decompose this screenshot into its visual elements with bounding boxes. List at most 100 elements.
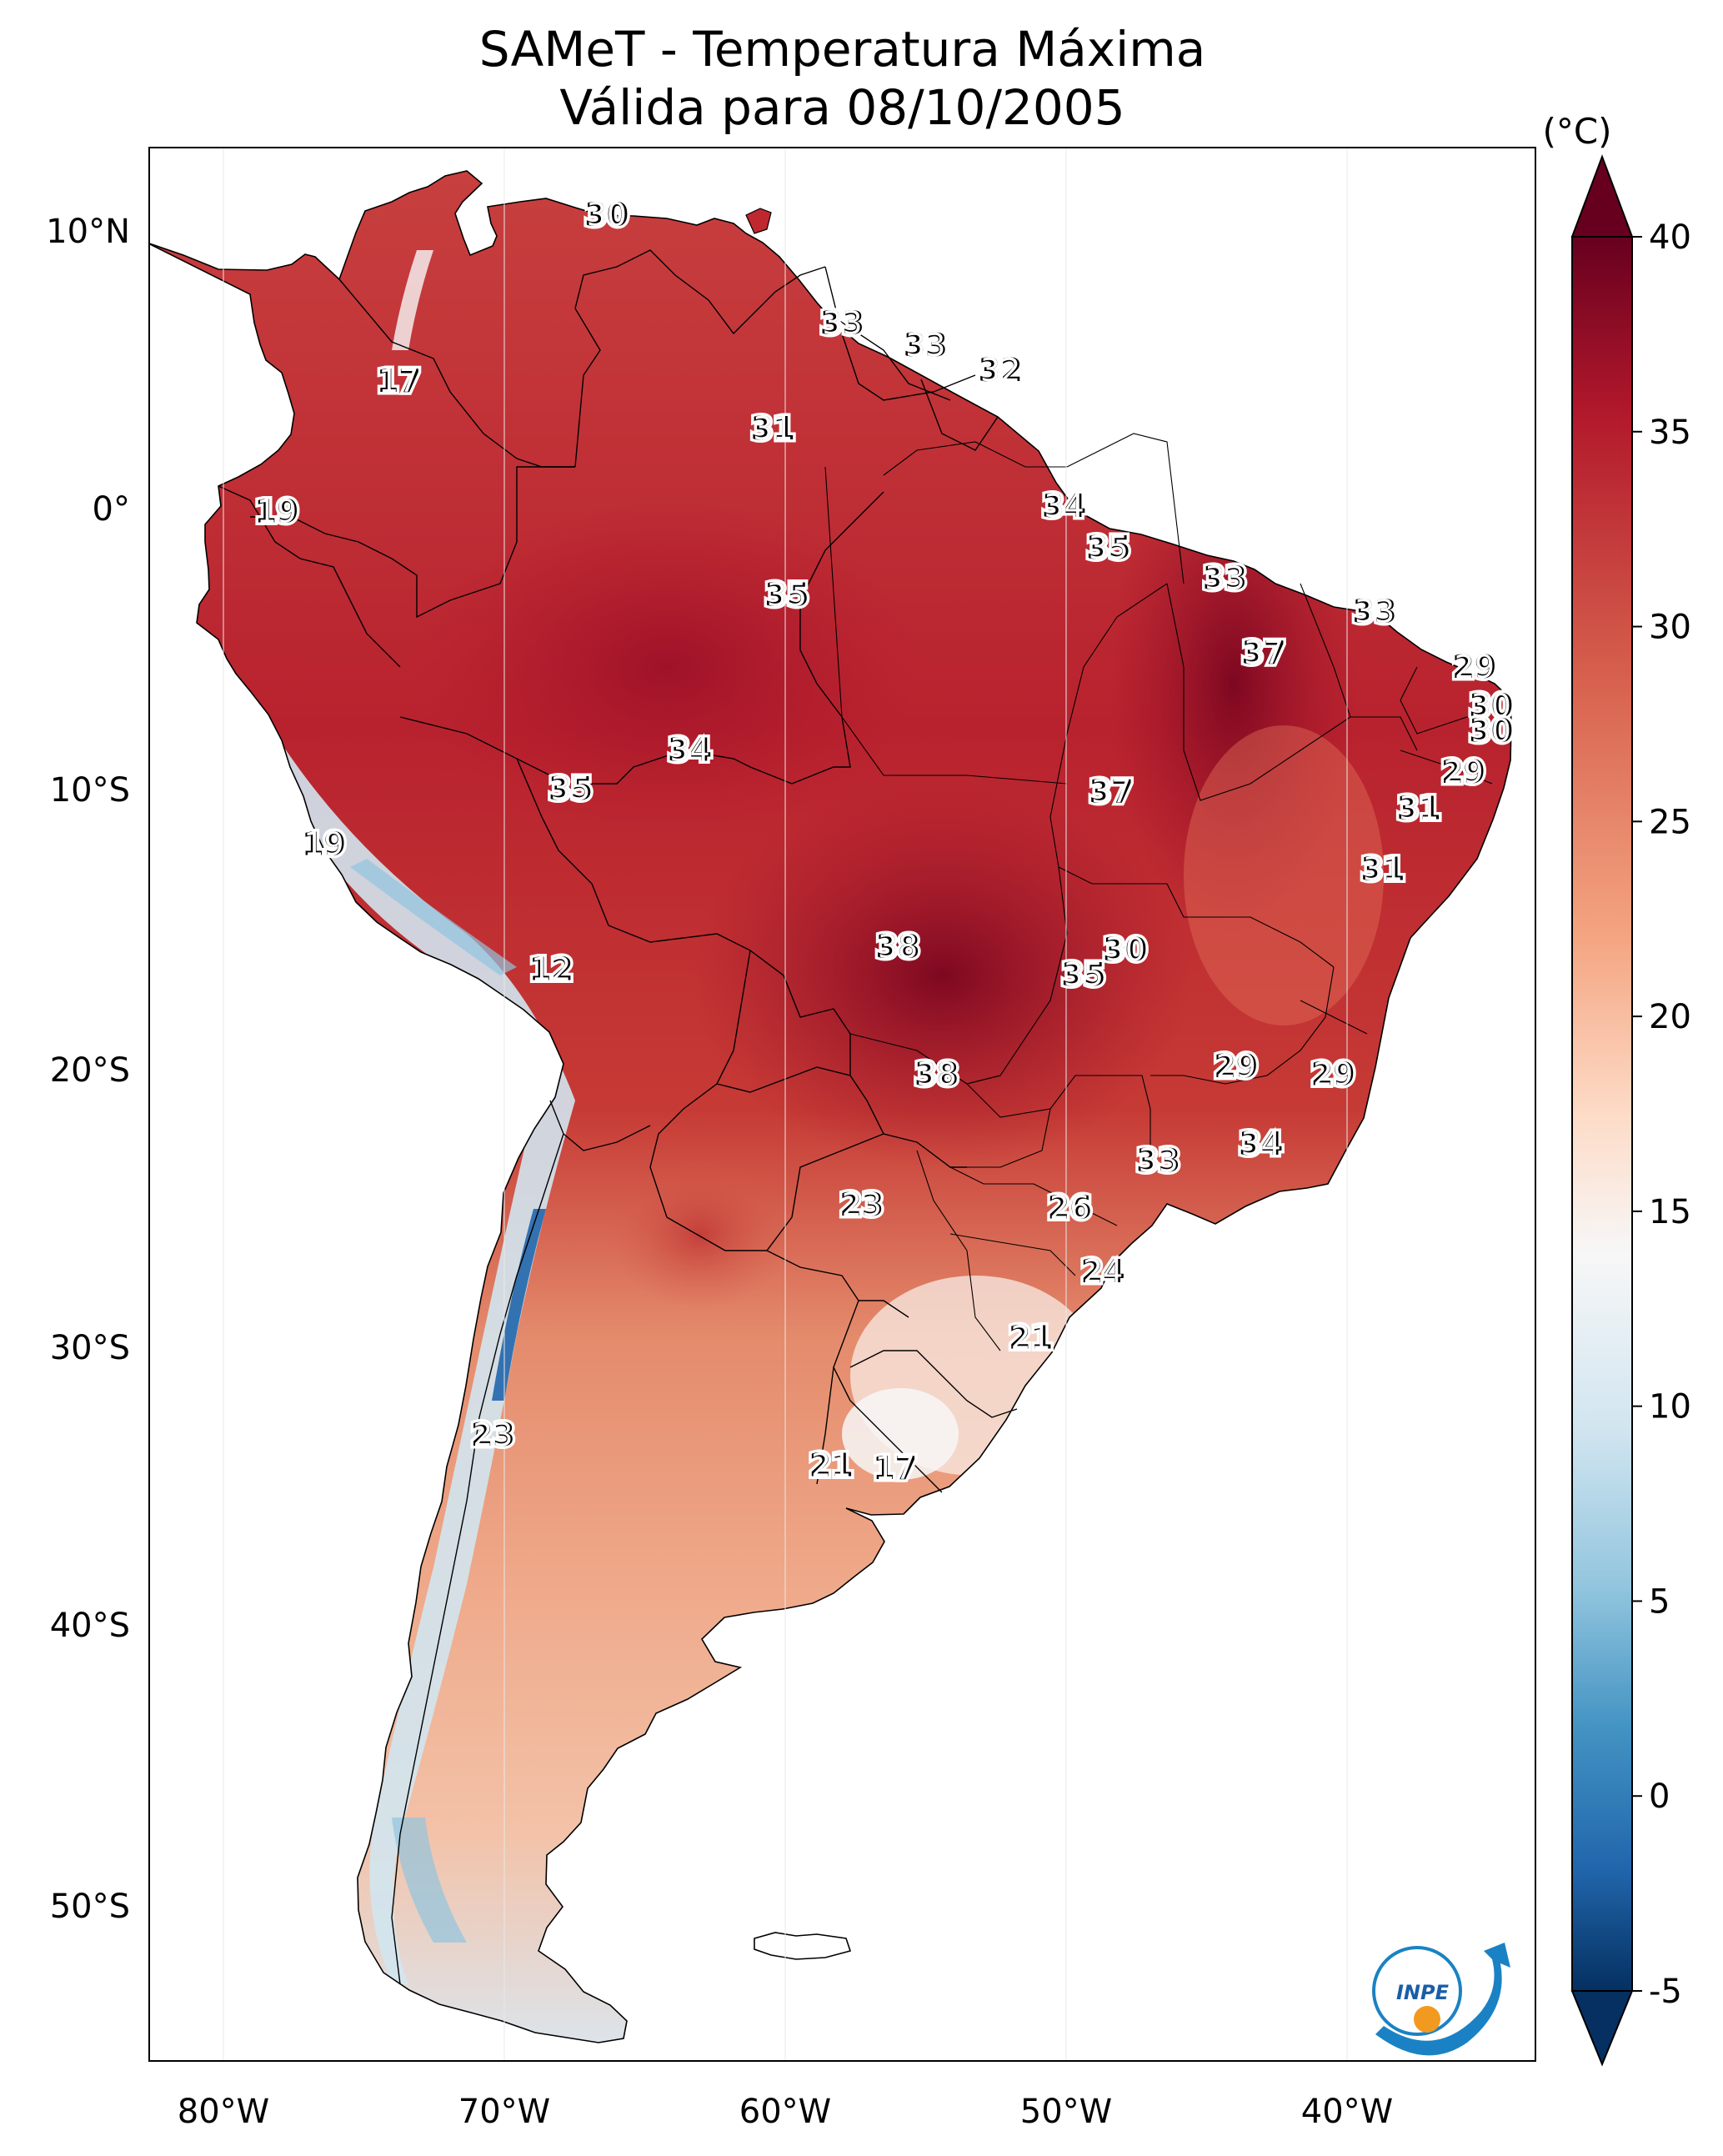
colorbar-tick-label: 25 <box>1649 803 1691 841</box>
logo-orange-dot <box>1414 2006 1440 2033</box>
logo-ring <box>1372 1946 1462 2036</box>
temperature-label-fill: 37 <box>1244 634 1284 671</box>
colorbar-tick-label: 35 <box>1649 414 1691 452</box>
temperature-label: 31 <box>751 410 795 447</box>
colorbar-tick-label: 40 <box>1649 218 1691 257</box>
lat-tick-30s: 30°S <box>50 1329 130 1367</box>
temperature-label: 17 <box>873 1450 917 1487</box>
patagonia-cool <box>392 1818 467 1943</box>
inpe-logo: INPE <box>1372 1943 1510 2056</box>
temperature-label-fill: 17 <box>875 1450 915 1487</box>
falkland-islands <box>754 1932 852 1960</box>
temperature-label: 19 <box>255 494 299 530</box>
temperature-label: 24 <box>1081 1253 1125 1290</box>
temperature-label-fill: 33 <box>905 327 945 364</box>
temperature-label: 33 <box>820 304 864 341</box>
colorbar-tick-label: -5 <box>1649 1973 1682 2011</box>
colorbar-top-extend <box>1570 154 1634 238</box>
temperature-label-fill: 34 <box>669 732 709 769</box>
temperature-label: 35 <box>548 770 593 807</box>
temperature-label-fill: 38 <box>916 1056 956 1093</box>
temperature-label-fill: 30 <box>1471 712 1511 749</box>
temperature-label-fill: 31 <box>1363 851 1403 888</box>
lat-tick-labels: 10°N 0° 10°S 20°S 30°S 40°S 50°S <box>46 213 130 1926</box>
lon-tick-80w: 80°W <box>178 2093 269 2131</box>
lon-tick-70w: 70°W <box>458 2093 550 2131</box>
temperature-label: 38 <box>876 929 920 965</box>
title-line-1: SAMeT - Temperatura Máxima <box>478 21 1206 78</box>
temperature-label-fill: 21 <box>811 1447 851 1484</box>
lon-tick-50w: 50°W <box>1020 2093 1112 2131</box>
colorbar-bottom-extend <box>1570 1990 1634 2067</box>
colorbar-tick-label: 10 <box>1649 1388 1691 1426</box>
lat-tick-50s: 50°S <box>50 1888 130 1926</box>
temperature-label-fill: 35 <box>1064 956 1104 993</box>
temperature-label-fill: 33 <box>1355 593 1395 629</box>
temperature-label: 23 <box>839 1186 884 1223</box>
temperature-label: 30 <box>1103 931 1147 968</box>
temperature-label-fill: 35 <box>1089 529 1129 566</box>
lat-tick-10s: 10°S <box>50 771 130 810</box>
temperature-label: 37 <box>1089 773 1134 810</box>
temperature-label-fill: 35 <box>550 770 590 807</box>
temperature-label-fill: 38 <box>878 929 918 965</box>
map-axes-border <box>148 147 1536 2062</box>
hot-area-chaco <box>609 1159 792 1309</box>
temperature-label-fill: 35 <box>767 576 807 613</box>
temperature-label: 31 <box>1397 790 1441 826</box>
hot-core-center-west <box>692 784 1192 1167</box>
lon-tick-40w: 40°W <box>1301 2093 1393 2131</box>
temperature-label: 19 <box>302 826 346 863</box>
temperature-label-fill: 32 <box>980 352 1020 389</box>
temperature-label: 30 <box>1469 712 1513 749</box>
temperature-label-fill: 23 <box>473 1416 513 1453</box>
lat-tick-0: 0° <box>93 490 130 529</box>
temperature-label: 29 <box>1441 754 1485 790</box>
temperature-label: 30 <box>1469 687 1513 724</box>
colorbar-tick-label: 20 <box>1649 998 1691 1036</box>
temperature-label-fill: 24 <box>1083 1253 1123 1290</box>
colorbar-tick-label: 15 <box>1649 1193 1691 1231</box>
temperature-label-fill: 31 <box>753 410 793 447</box>
temperature-label: 33 <box>1203 559 1247 596</box>
temperature-label: 29 <box>1311 1056 1355 1093</box>
temperature-label: 35 <box>1061 956 1105 993</box>
logo-text: INPE <box>1396 1981 1450 2004</box>
temperature-label: 37 <box>1242 634 1286 671</box>
temperature-label-fill: 34 <box>1241 1126 1281 1162</box>
temperature-label-fill: 19 <box>257 494 297 530</box>
temperature-label: 32 <box>979 352 1023 389</box>
andes-cold-core <box>492 1209 546 1401</box>
temperature-label: 38 <box>914 1056 959 1093</box>
andes-cool-band <box>258 734 575 1984</box>
temperature-label-fill: 33 <box>1205 559 1245 596</box>
lat-tick-10n: 10°N <box>46 213 130 251</box>
temperature-label: 35 <box>765 576 809 613</box>
temperature-label: 26 <box>1048 1189 1092 1226</box>
lat-tick-20s: 20°S <box>50 1051 130 1090</box>
temperature-label: 34 <box>1239 1126 1283 1162</box>
temperature-label: 12 <box>529 950 573 987</box>
temperature-label: 17 <box>377 363 421 399</box>
temperature-label: 29 <box>1214 1048 1258 1085</box>
temperature-label-fill: 29 <box>1216 1048 1256 1085</box>
temperature-label: 34 <box>668 732 712 769</box>
lon-tick-60w: 60°W <box>739 2093 831 2131</box>
temperature-label: 30 <box>584 197 629 233</box>
temperature-label-fill: 33 <box>822 304 862 341</box>
coastline <box>149 170 1512 2043</box>
temperature-label-fill: 26 <box>1049 1189 1089 1226</box>
temperature-label: 21 <box>809 1447 854 1484</box>
map-gridlines <box>223 148 1348 2061</box>
colorbar-tick-label: 0 <box>1649 1777 1670 1816</box>
temperature-label: 33 <box>1353 593 1397 629</box>
mild-area-uruguay <box>842 1388 959 1480</box>
temperature-label-fill: 23 <box>842 1186 882 1223</box>
altiplano-cool <box>350 859 517 975</box>
lon-tick-labels: 80°W 70°W 60°W 50°W 40°W <box>178 2093 1393 2131</box>
temperature-label-fill: 34 <box>1044 488 1084 524</box>
colorbar-ticks: 40 35 30 25 20 15 10 5 0 -5 <box>1632 218 1691 2011</box>
colorbar-tick-label: 30 <box>1649 609 1691 647</box>
